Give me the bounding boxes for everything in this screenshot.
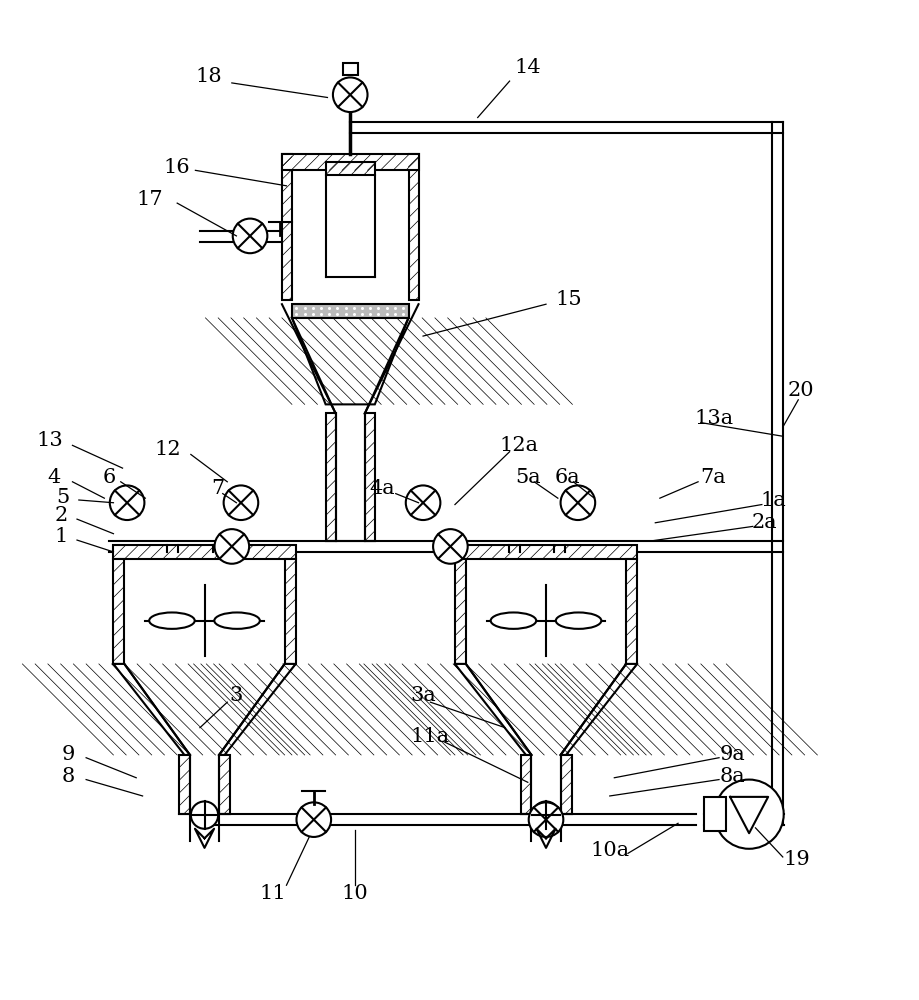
Text: 3a: 3a: [410, 686, 436, 705]
Ellipse shape: [556, 612, 601, 629]
Text: 7: 7: [211, 479, 225, 498]
Circle shape: [561, 485, 596, 520]
Text: 9a: 9a: [720, 745, 745, 764]
Text: 5a: 5a: [515, 468, 540, 487]
Text: 10a: 10a: [590, 841, 630, 860]
Bar: [124, 559, 285, 664]
Bar: [455, 545, 637, 559]
Circle shape: [191, 801, 218, 829]
Circle shape: [406, 485, 440, 520]
Circle shape: [297, 802, 331, 837]
Bar: [282, 154, 418, 170]
Bar: [292, 154, 409, 300]
Bar: [285, 559, 296, 664]
Polygon shape: [219, 664, 296, 755]
Text: 1: 1: [55, 527, 68, 546]
Text: 15: 15: [555, 290, 582, 309]
Bar: [466, 559, 626, 664]
Circle shape: [528, 802, 563, 837]
Text: 9: 9: [62, 745, 74, 764]
Circle shape: [714, 780, 784, 849]
Text: 20: 20: [788, 381, 814, 400]
Bar: [179, 755, 190, 814]
Text: 14: 14: [515, 58, 541, 77]
Text: 8: 8: [62, 767, 74, 786]
Text: 6a: 6a: [554, 468, 580, 487]
Bar: [282, 154, 292, 300]
Bar: [409, 154, 418, 300]
Text: 4: 4: [48, 468, 61, 487]
Text: 11: 11: [259, 884, 286, 903]
Ellipse shape: [214, 612, 260, 629]
Bar: [113, 545, 296, 559]
Text: 17: 17: [137, 190, 164, 209]
Text: 13: 13: [37, 431, 63, 450]
Text: 2a: 2a: [752, 513, 777, 532]
Text: 7a: 7a: [700, 468, 725, 487]
Text: 12: 12: [154, 440, 181, 459]
Polygon shape: [113, 664, 190, 755]
Circle shape: [233, 219, 267, 253]
Bar: [626, 559, 637, 664]
Text: 19: 19: [783, 850, 810, 869]
Text: 4a: 4a: [369, 479, 395, 498]
Circle shape: [333, 77, 368, 112]
Bar: [704, 797, 726, 831]
Polygon shape: [292, 318, 409, 404]
Circle shape: [433, 529, 468, 564]
Text: 5: 5: [57, 488, 70, 507]
Text: 6: 6: [102, 468, 116, 487]
Text: 16: 16: [164, 158, 190, 177]
Text: 11a: 11a: [411, 727, 450, 746]
Bar: [113, 559, 124, 664]
Circle shape: [532, 801, 560, 829]
Bar: [520, 755, 531, 814]
Bar: [343, 63, 357, 75]
Circle shape: [214, 529, 249, 564]
Ellipse shape: [491, 612, 536, 629]
Text: 2: 2: [55, 506, 68, 525]
Text: 8a: 8a: [720, 767, 745, 786]
Text: 13a: 13a: [695, 409, 734, 428]
Bar: [292, 304, 409, 318]
Circle shape: [223, 485, 258, 520]
Circle shape: [109, 485, 144, 520]
Text: 3: 3: [230, 686, 243, 705]
Bar: [455, 559, 466, 664]
Ellipse shape: [149, 612, 195, 629]
Text: 18: 18: [196, 67, 222, 86]
Bar: [219, 755, 230, 814]
Bar: [325, 413, 335, 541]
Bar: [561, 755, 572, 814]
Bar: [325, 162, 375, 175]
Text: 12a: 12a: [499, 436, 539, 455]
Text: 1a: 1a: [761, 491, 787, 510]
Polygon shape: [561, 664, 637, 755]
Polygon shape: [455, 664, 531, 755]
Bar: [365, 413, 375, 541]
Text: 10: 10: [341, 884, 369, 903]
